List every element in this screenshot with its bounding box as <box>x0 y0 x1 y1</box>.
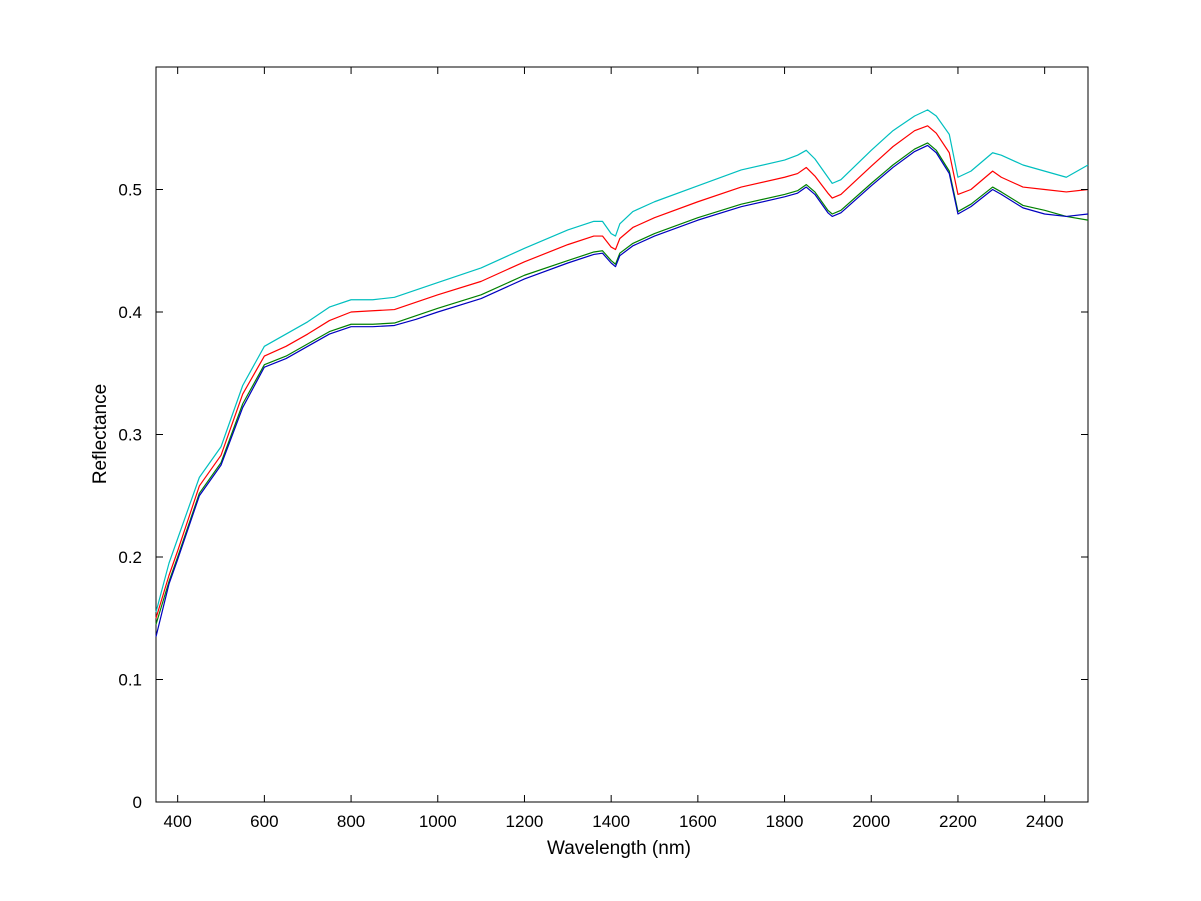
y-tick-label: 0.5 <box>118 181 142 200</box>
y-tick-label: 0.4 <box>118 303 142 322</box>
y-tick-label: 0.2 <box>118 548 142 567</box>
x-tick-label: 1400 <box>592 812 630 831</box>
x-axis-label: Wavelength (nm) <box>547 838 691 859</box>
y-axis-label: Reflectance <box>90 384 111 484</box>
x-tick-label: 1800 <box>766 812 804 831</box>
x-tick-label: 1000 <box>419 812 457 831</box>
x-tick-label: 600 <box>250 812 278 831</box>
y-tick-label: 0.3 <box>118 426 142 445</box>
y-tick-label: 0 <box>133 793 142 812</box>
series-layer <box>155 109 1089 637</box>
axes-frame <box>155 66 1089 803</box>
x-tick-label: 2000 <box>852 812 890 831</box>
series-line-1 <box>155 109 1089 613</box>
tick-layer: 400 600 800 1000 1200 1400 1600 1800 2000 2200 240… <box>118 67 1088 831</box>
x-tick-label: 800 <box>337 812 365 831</box>
x-tick-label: 400 <box>163 812 191 831</box>
plot-area: 400 600 800 1000 1200 1400 1600 1800 2000 2200 240… <box>118 66 1089 831</box>
y-tick-label: 0.1 <box>118 671 142 690</box>
series-line-4 <box>155 144 1089 637</box>
x-tick-label: 2400 <box>1026 812 1064 831</box>
series-line-2 <box>155 125 1089 619</box>
x-tick-label: 1200 <box>506 812 544 831</box>
x-tick-label: 2200 <box>939 812 977 831</box>
x-tick-label: 1600 <box>679 812 717 831</box>
